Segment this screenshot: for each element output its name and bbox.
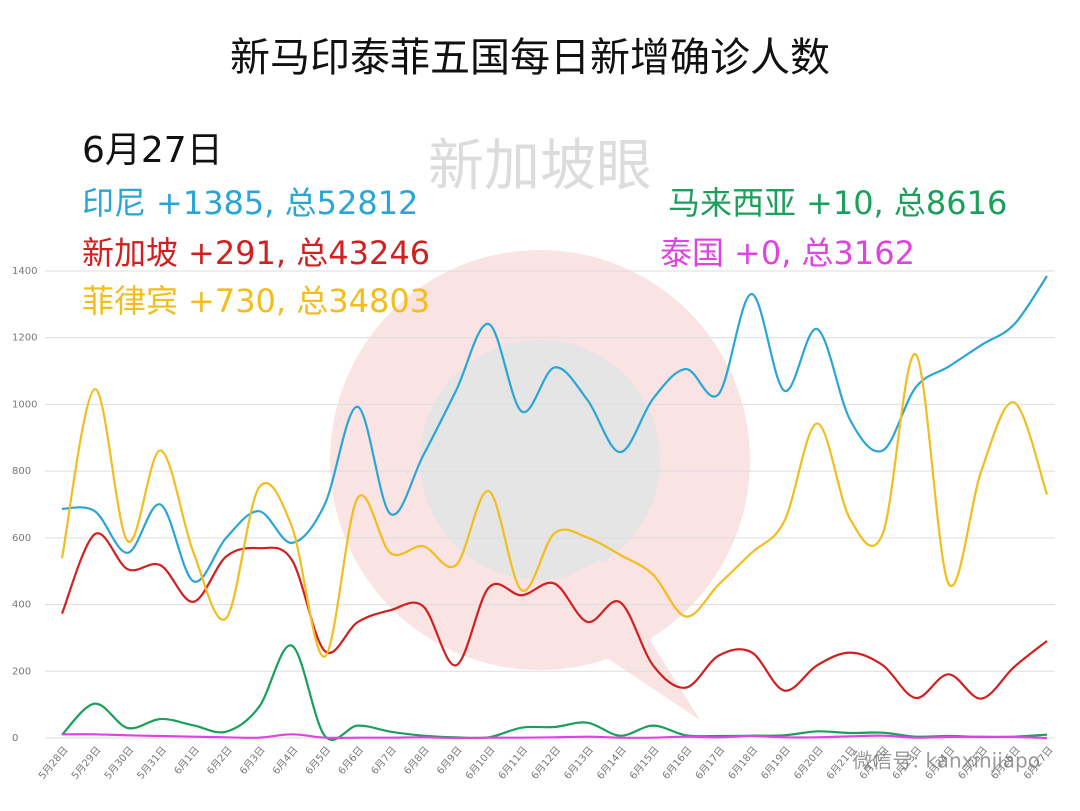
x-tick-label: 6月14日 — [594, 744, 628, 782]
y-tick-label: 400 — [12, 600, 31, 611]
legend-summary: +730, 总34803 — [188, 282, 430, 320]
y-tick-label: 800 — [12, 466, 31, 477]
y-tick-label: 1000 — [12, 399, 37, 410]
chart-title: 新马印泰菲五国每日新增确诊人数 — [230, 35, 830, 81]
x-tick-label: 6月2日 — [205, 744, 235, 777]
series-line — [61, 644, 1048, 741]
x-tick-label: 6月3日 — [237, 744, 267, 777]
x-tick-label: 5月31日 — [135, 744, 169, 782]
legend-entry: 印尼 +1385, 总52812 — [82, 184, 418, 222]
x-tick-label: 6月8日 — [402, 744, 432, 777]
legend-entry: 菲律宾 +730, 总34803 — [82, 282, 430, 320]
x-tick-label: 6月13日 — [562, 744, 596, 782]
legend-summary: +291, 总43246 — [188, 234, 430, 272]
series-line — [60, 353, 1049, 658]
x-tick-label: 6月9日 — [434, 744, 464, 777]
x-tick-label: 5月30日 — [102, 744, 136, 782]
legend-name: 新加坡 — [82, 234, 178, 272]
x-tick-label: 6月16日 — [660, 744, 694, 782]
x-tick-label: 6月17日 — [693, 744, 727, 782]
legend-name: 泰国 — [660, 234, 724, 272]
x-tick-label: 6月18日 — [726, 744, 760, 782]
series-line — [60, 532, 1048, 700]
x-tick-label: 6月1日 — [172, 744, 202, 777]
legend-name: 印尼 — [82, 184, 146, 222]
legend-summary: +0, 总3162 — [734, 234, 915, 272]
x-tick-label: 5月28日 — [36, 744, 70, 782]
series-line — [61, 275, 1048, 583]
legend-entry: 马来西亚 +10, 总8616 — [668, 184, 1007, 222]
x-tick-label: 6月11日 — [496, 744, 530, 782]
x-tick-label: 6月12日 — [529, 744, 563, 782]
y-tick-label: 0 — [12, 733, 18, 744]
watermark: 新加坡眼 — [428, 134, 652, 199]
x-tick-label: 5月29日 — [69, 744, 103, 782]
legend-name: 马来西亚 — [668, 184, 796, 222]
chart-subtitle: 6月27日 — [82, 130, 223, 171]
series-line — [61, 733, 1048, 740]
x-tick-label: 6月7日 — [369, 744, 399, 777]
x-tick-label: 6月19日 — [759, 744, 793, 782]
legend-summary: +1385, 总52812 — [156, 184, 418, 222]
legend-entry: 泰国 +0, 总3162 — [660, 234, 915, 272]
legend-name: 菲律宾 — [82, 282, 178, 320]
x-tick-label: 6月20日 — [791, 744, 825, 782]
x-tick-label: 6月4日 — [270, 744, 300, 777]
y-tick-label: 1200 — [12, 333, 37, 344]
x-tick-label: 6月6日 — [336, 744, 366, 777]
x-tick-label: 6月10日 — [463, 744, 497, 782]
watermark-logo — [330, 250, 750, 720]
y-tick-label: 200 — [12, 666, 31, 677]
legend-summary: +10, 总8616 — [806, 184, 1007, 222]
y-tick-label: 1400 — [12, 266, 37, 277]
x-tick-label: 6月15日 — [627, 744, 661, 782]
x-tick-label: 6月5日 — [303, 744, 333, 777]
legend-entry: 新加坡 +291, 总43246 — [82, 234, 430, 272]
y-tick-label: 600 — [12, 533, 31, 544]
footer: 微信号: kanxinjiapo — [852, 749, 1040, 773]
